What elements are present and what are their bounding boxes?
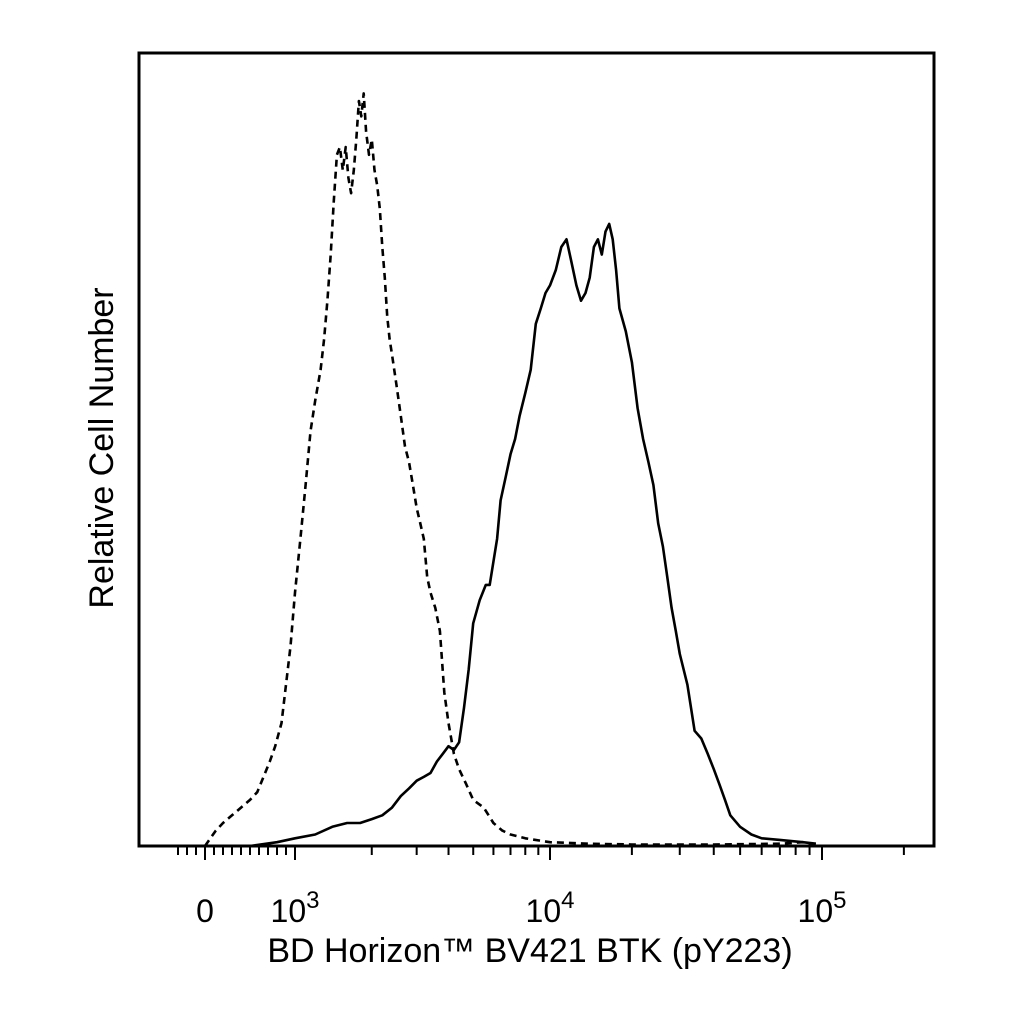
x-tick-label: 0 <box>196 893 214 929</box>
x-axis-title: BD Horizon™ BV421 BTK (pY223) <box>267 932 792 970</box>
x-tick-label: 105 <box>798 887 847 929</box>
x-axis-ticks <box>177 846 905 860</box>
x-tick-label: 103 <box>271 887 320 929</box>
series-line-dashed <box>203 92 817 847</box>
series-line-solid <box>249 222 817 848</box>
plot-frame <box>137 51 936 848</box>
x-axis-tick-labels: 0 103 104 105 <box>196 887 846 929</box>
x-tick-label: 104 <box>526 887 575 929</box>
series-layer <box>203 92 817 848</box>
y-axis-title: Relative Cell Number <box>83 287 121 608</box>
